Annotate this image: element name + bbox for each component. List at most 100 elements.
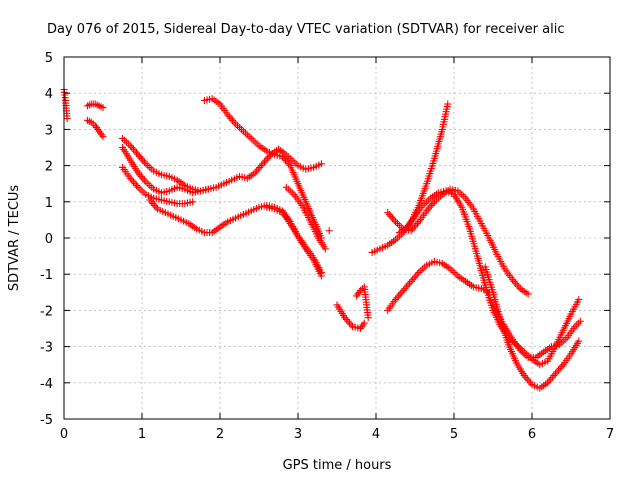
data-point — [525, 377, 533, 385]
series-arc-i — [333, 301, 368, 332]
chart-title: Day 076 of 2015, Sidereal Day-to-day VTE… — [47, 22, 564, 37]
x-tick-label: 1 — [138, 427, 146, 442]
series-arc-p — [481, 263, 583, 392]
data-point — [393, 294, 401, 302]
series-arc-n — [384, 258, 493, 314]
y-tick-label: 0 — [45, 232, 53, 247]
y-tick-label: 4 — [45, 87, 53, 102]
data-point — [410, 274, 418, 282]
y-tick-label: -4 — [40, 377, 53, 392]
data-point — [399, 286, 407, 294]
series-arc-a-lower — [83, 116, 107, 141]
data-point — [407, 277, 415, 285]
data-point — [204, 185, 212, 193]
data-point — [424, 205, 432, 213]
data-point — [137, 154, 145, 162]
data-point — [388, 214, 396, 222]
x-axis-labels: 0 1 2 3 4 5 6 7 — [60, 427, 614, 442]
data-point — [555, 366, 563, 374]
data-point — [395, 292, 403, 300]
data-point — [140, 158, 148, 166]
data-point — [444, 100, 452, 108]
data-point — [396, 290, 404, 298]
data-point — [360, 319, 368, 327]
data-point — [325, 227, 333, 235]
data-point — [426, 203, 434, 211]
data-point — [526, 379, 534, 387]
y-tick-label: -3 — [40, 341, 53, 356]
y-axis-labels: -5 -4 -3 -2 -1 0 1 2 3 4 5 — [40, 51, 53, 428]
data-point — [146, 196, 154, 204]
data-point — [228, 116, 236, 124]
data-point — [548, 373, 556, 381]
series-early-peaks — [60, 86, 71, 123]
data-point — [257, 162, 265, 170]
data-point — [344, 317, 352, 325]
data-point — [189, 198, 197, 206]
x-tick-label: 0 — [60, 427, 68, 442]
data-point — [99, 133, 107, 141]
series-arc-k — [368, 100, 452, 256]
data-point — [230, 118, 238, 126]
series-arc-j — [353, 283, 372, 322]
data-point — [131, 180, 139, 188]
series-arc-a-top — [83, 100, 107, 112]
data-point — [409, 276, 417, 284]
plot-grid — [64, 57, 610, 419]
y-axis-title: SDTVAR / TECUs — [7, 185, 22, 292]
data-point — [139, 174, 147, 182]
data-point — [256, 163, 264, 171]
data-point — [523, 375, 531, 383]
data-point — [260, 158, 268, 166]
data-point — [547, 375, 555, 383]
data-point — [317, 160, 325, 168]
data-point — [551, 370, 559, 378]
data-point — [545, 377, 553, 385]
data-point — [321, 245, 329, 253]
data-point — [512, 279, 520, 287]
data-point — [128, 176, 136, 184]
data-point — [264, 154, 272, 162]
data-point — [283, 158, 291, 166]
data-point — [406, 279, 414, 287]
y-tick-label: 1 — [45, 196, 53, 211]
data-point — [402, 283, 410, 291]
series-arc-l — [384, 185, 532, 298]
data-point — [225, 113, 233, 121]
data-point — [515, 283, 523, 291]
data-point — [254, 165, 262, 173]
data-point — [404, 281, 412, 289]
data-point — [133, 149, 141, 157]
series-arc-h — [263, 203, 325, 280]
x-tick-label: 4 — [372, 427, 380, 442]
data-point — [412, 272, 420, 280]
data-point — [575, 319, 583, 327]
x-tick-label: 7 — [606, 427, 614, 442]
data-point — [413, 270, 421, 278]
data-point — [384, 209, 392, 217]
data-point — [262, 156, 270, 164]
data-point — [345, 319, 353, 327]
data-point — [253, 167, 261, 175]
data-point — [63, 115, 71, 123]
data-point — [575, 296, 583, 304]
data-point — [139, 156, 147, 164]
y-tick-label: -1 — [40, 268, 53, 283]
x-tick-label: 5 — [450, 427, 458, 442]
data-point — [317, 272, 325, 280]
data-point — [558, 363, 566, 371]
data-point — [550, 372, 558, 380]
series-arc-e — [146, 196, 325, 276]
y-tick-label: 3 — [45, 123, 53, 138]
y-tick-label: 2 — [45, 160, 53, 175]
data-point — [575, 337, 583, 345]
data-point — [385, 210, 393, 218]
plot-series — [60, 86, 584, 392]
series-arc-g — [282, 183, 329, 253]
x-axis-title: GPS time / hours — [283, 458, 392, 473]
data-point — [553, 368, 561, 376]
data-point — [398, 288, 406, 296]
axis-ticks — [63, 56, 611, 420]
data-point — [152, 203, 160, 211]
data-point — [129, 178, 137, 186]
